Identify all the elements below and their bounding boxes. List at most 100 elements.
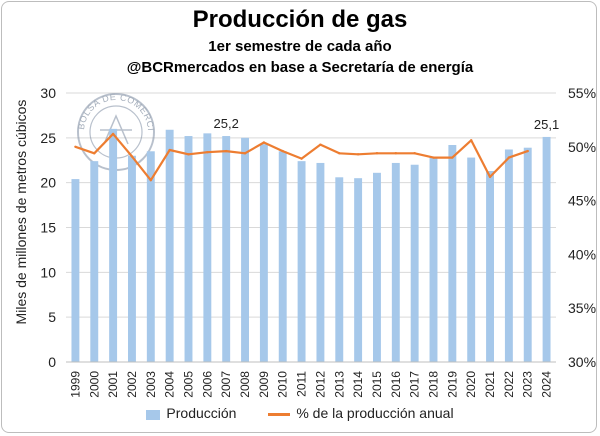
x-tick-label: 2003 [144,371,158,398]
bar-2002 [128,155,136,362]
bar-2010 [278,151,287,362]
x-tick-label: 2023 [521,371,535,398]
line-point-2012 [319,143,322,146]
x-tick-label: 2004 [163,371,177,398]
line-point-2003 [149,178,153,182]
line-point-2023 [526,149,529,153]
x-tick-label: 2022 [502,371,516,398]
bar-2001 [109,128,118,362]
data-labels: 25,2 25,1 [214,116,560,132]
bar-1999 [71,179,80,362]
y-right-tick-label: 50% [568,139,596,155]
line-point-2016 [394,152,398,155]
x-axis: 1999 2000 2001 2002 2003 2004 2005 2006 2007 2008… [66,361,556,398]
bar-2021 [486,171,494,362]
bar-2014 [354,178,363,362]
bar-2012 [316,162,325,362]
data-label-2007: 25,2 [214,116,239,131]
bar-2005 [184,136,193,362]
x-tick-label: 2011 [295,371,309,397]
y-axis-left: 0 5 10 15 20 25 30 [40,85,56,370]
y-left-tick-label: 15 [40,220,56,236]
legend-item-produccion: Producción [146,405,236,421]
y-right-tick-label: 35% [568,300,596,316]
line-point-2013 [338,152,341,155]
x-tick-label: 2020 [464,371,478,398]
line-point-2017 [413,152,416,155]
legend-item-porcentaje: % de la producción anual [268,405,454,422]
line-point-2008 [243,152,247,155]
x-tick-label: 2014 [351,371,365,398]
bar-2007 [222,136,231,362]
grid-lines [66,92,556,363]
x-tick-label: 2007 [219,371,233,398]
chart-plot: BOLSA DE COMERCIO DE ROSARIO 25,225,1 05… [0,0,596,398]
bar-2006 [203,133,212,362]
bar-2023 [523,147,532,362]
bar-2016 [391,162,400,362]
y-left-tick-label: 0 [48,354,56,370]
bar-2019 [448,145,457,362]
legend-label-produccion: Producción [166,405,237,422]
bar-2024 [542,136,551,362]
y-left-tick-label: 30 [40,85,56,101]
bar-series [71,128,551,362]
line-point-2011 [300,157,303,160]
y-axis-left-label: Miles de millones de metros cúbicos [13,100,29,325]
y-left-tick-label: 20 [40,175,56,191]
line-point-2002 [130,155,134,158]
legend-label-porcentaje: % de la producción anual [296,405,454,422]
chart-subtitle-period: 1er semestre de cada año [208,38,392,55]
line-point-2020 [469,139,473,142]
y-left-tick-label: 5 [48,309,56,325]
line-point-2014 [356,153,360,156]
line-point-2019 [451,156,454,159]
y-left-tick-label: 10 [40,264,56,280]
legend-swatch-bar [146,409,161,420]
x-tick-label: 1999 [68,371,82,398]
y-left-tick-label: 25 [40,130,56,146]
x-tick-label: 2001 [106,371,120,398]
y-right-tick-label: 55% [568,85,596,101]
legend-swatch-line [268,413,291,417]
line-point-1999 [74,145,77,148]
line-point-2022 [507,156,511,159]
x-tick-label: 2017 [408,371,422,398]
line-point-2007 [224,149,228,153]
x-tick-label: 2013 [332,371,346,398]
x-tick-label: 2005 [182,371,196,398]
y-axis-right: 30% 35% 40% 45% 50% 55% [568,85,596,370]
y-right-tick-label: 40% [568,246,596,262]
line-point-2010 [281,149,284,153]
chart-title: Producción de gas [192,6,408,33]
bar-2004 [165,129,174,362]
x-tick-label: 2018 [427,371,441,398]
x-tick-label: 2006 [200,371,214,398]
bar-2018 [429,157,438,362]
bar-2000 [90,161,99,362]
line-series [74,132,529,182]
line-point-2015 [375,152,379,155]
x-tick-label: 2024 [540,371,554,398]
y-right-tick-label: 45% [568,193,596,209]
bar-2015 [373,172,381,362]
y-right-tick-label: 30% [568,354,596,370]
bar-2003 [146,151,155,362]
bar-2013 [335,177,344,362]
x-tick-label: 2008 [238,371,252,398]
line-point-2000 [93,152,96,155]
line-point-2001 [111,132,115,136]
bar-2011 [297,161,306,362]
bar-2020 [467,157,476,362]
x-tick-label: 2016 [389,371,403,398]
bar-2008 [241,137,249,362]
line-point-2005 [187,153,190,156]
line-point-2004 [168,148,171,152]
x-tick-label: 2015 [370,371,384,398]
x-tick-label: 2012 [313,371,327,398]
bar-2022 [504,149,513,362]
bar-2017 [410,164,419,362]
legend: Producción % de la producción anual [0,404,600,421]
x-tick-label: 2021 [483,371,497,398]
x-tick-label: 2019 [445,371,459,398]
